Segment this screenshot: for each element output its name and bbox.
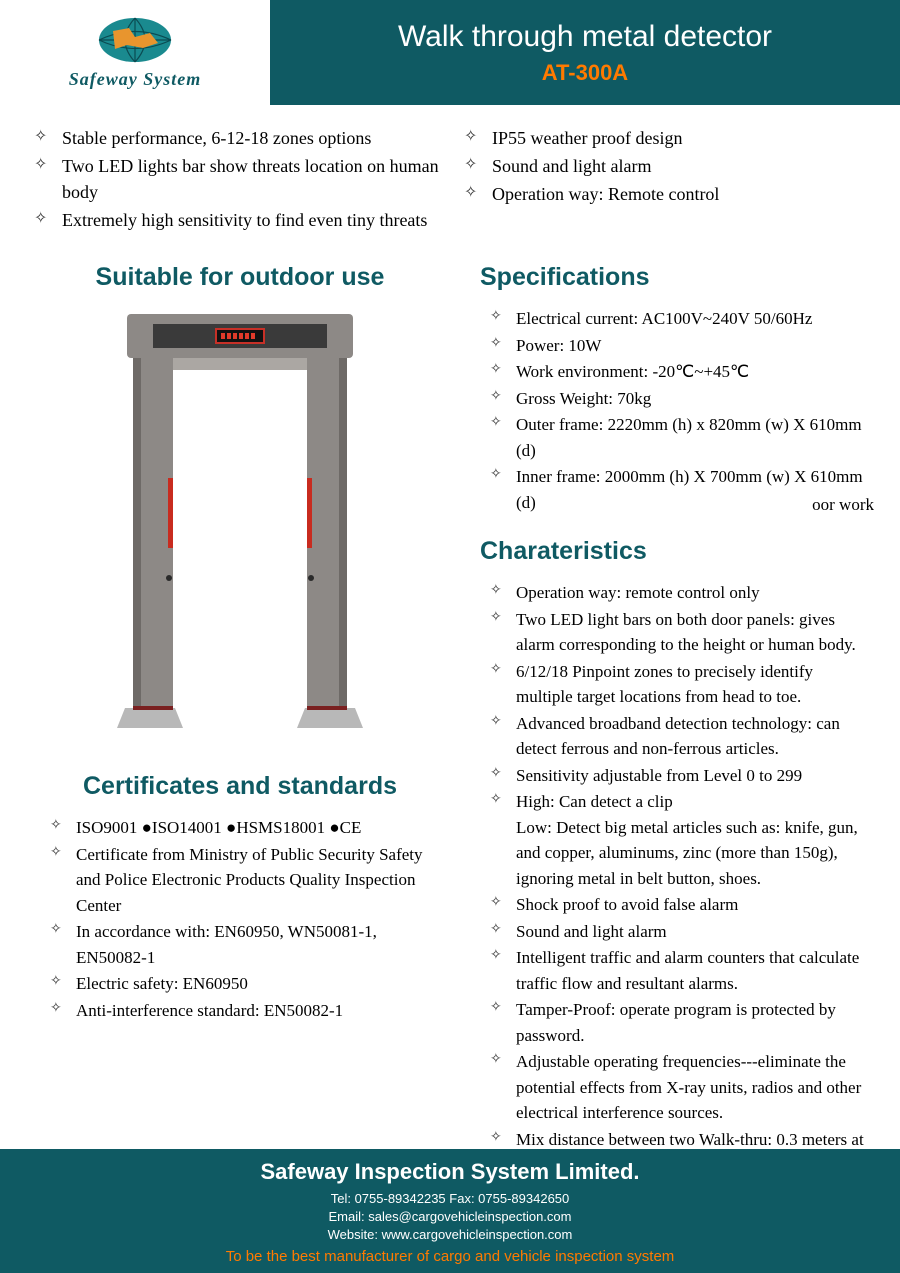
characteristic-item: Shock proof to avoid false alarm <box>470 892 870 918</box>
feature-item: IP55 weather proof design <box>460 125 870 151</box>
spec-item: Gross Weight: 70kg <box>470 386 870 412</box>
brand-name: Safeway System <box>69 69 202 90</box>
cert-item: Electric safety: EN60950 <box>30 971 450 997</box>
cert-item: Anti-interference standard: EN50082-1 <box>30 998 450 1024</box>
product-title: Walk through metal detector <box>398 20 772 54</box>
features-right-list: IP55 weather proof designSound and light… <box>460 125 870 207</box>
cert-heading: Certificates and standards <box>30 772 450 801</box>
footer-company: Safeway Inspection System Limited. <box>0 1159 900 1185</box>
header: Safeway System Walk through metal detect… <box>0 0 900 105</box>
spec-item: Power: 10W <box>470 333 870 359</box>
specs-heading: Specifications <box>480 263 870 292</box>
features-left-list: Stable performance, 6-12-18 zones option… <box>30 125 440 233</box>
globe-icon <box>95 15 175 65</box>
characteristic-item: Intelligent traffic and alarm counters t… <box>470 945 870 996</box>
feature-item: Operation way: Remote control <box>460 181 870 207</box>
characteristic-item: Operation way: remote control only <box>470 580 870 606</box>
char-heading: Charateristics <box>480 537 870 566</box>
cert-list: ISO9001 ●ISO14001 ●HSMS18001 ●CECertific… <box>30 815 450 1023</box>
footer: Safeway Inspection System Limited. Tel: … <box>0 1149 900 1273</box>
characteristic-item: Sound and light alarm <box>470 919 870 945</box>
characteristic-item: High: Can detect a clip Low: Detect big … <box>470 789 870 891</box>
characteristic-item: Sensitivity adjustable from Level 0 to 2… <box>470 763 870 789</box>
product-figure <box>30 308 450 738</box>
characteristic-item: 6/12/18 Pinpoint zones to precisely iden… <box>470 659 870 710</box>
characteristic-item: Two LED light bars on both door panels: … <box>470 607 870 658</box>
feature-item: Stable performance, 6-12-18 zones option… <box>30 125 440 151</box>
outdoor-heading: Suitable for outdoor use <box>30 263 450 292</box>
feature-item: Sound and light alarm <box>460 153 870 179</box>
cert-item: Certificate from Ministry of Public Secu… <box>30 842 450 919</box>
feature-item: Extremely high sensitivity to find even … <box>30 207 440 233</box>
feature-item: Two LED lights bar show threats location… <box>30 153 440 205</box>
characteristic-item: Adjustable operating frequencies---elimi… <box>470 1049 870 1126</box>
specs-list: Electrical current: AC100V~240V 50/60HzP… <box>470 306 870 515</box>
footer-slogan: To be the best manufacturer of cargo and… <box>0 1248 900 1265</box>
spec-item: Electrical current: AC100V~240V 50/60Hz <box>470 306 870 332</box>
spec-item: Work environment: -20℃~+45℃ <box>470 359 870 385</box>
main-row: Suitable for outdoor use <box>30 263 870 1257</box>
footer-email: Email: sales@cargovehicleinspection.com <box>0 1209 900 1224</box>
cert-item: ISO9001 ●ISO14001 ●HSMS18001 ●CE <box>30 815 450 841</box>
footer-tel: Tel: 0755-89342235 Fax: 0755-89342650 <box>0 1191 900 1206</box>
logo-area: Safeway System <box>0 0 270 105</box>
footer-website: Website: www.cargovehicleinspection.com <box>0 1227 900 1242</box>
title-bar: Walk through metal detector AT-300A <box>270 0 900 105</box>
cert-item: In accordance with: EN60950, WN50081-1, … <box>30 919 450 970</box>
product-model: AT-300A <box>542 60 628 86</box>
characteristic-item: Tamper-Proof: operate program is protect… <box>470 997 870 1048</box>
spec-item: Outer frame: 2220mm (h) x 820mm (w) X 61… <box>470 412 870 463</box>
right-column: Specifications Electrical current: AC100… <box>470 263 870 1257</box>
left-column: Suitable for outdoor use <box>30 263 450 1257</box>
stray-text: oor work <box>812 495 874 515</box>
characteristic-item: Advanced broadband detection technology:… <box>470 711 870 762</box>
content: Stable performance, 6-12-18 zones option… <box>0 105 900 1257</box>
spec-item: Inner frame: 2000mm (h) X 700mm (w) X 61… <box>470 464 870 515</box>
top-features-row: Stable performance, 6-12-18 zones option… <box>30 125 870 235</box>
